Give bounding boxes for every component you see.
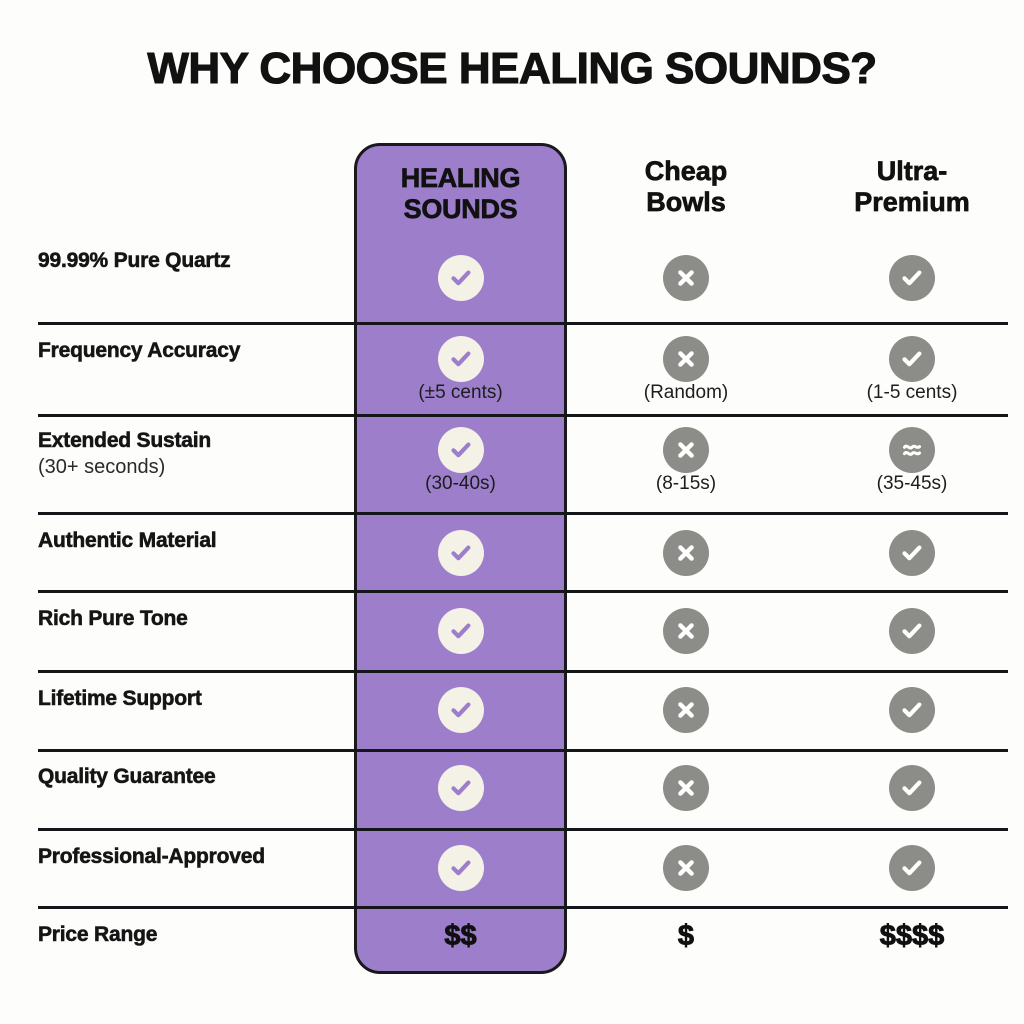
row-divider [38, 322, 1008, 325]
cross-icon [663, 530, 709, 576]
column-header-line2: Premium [854, 186, 970, 217]
check-icon [889, 765, 935, 811]
cell-healing [354, 255, 567, 301]
row-label: Price Range [38, 922, 348, 947]
cell-ultra: (35-45s) [812, 427, 1012, 495]
check-icon [437, 687, 484, 733]
check-icon [437, 530, 484, 576]
check-icon [437, 845, 484, 891]
cell-healing [354, 687, 567, 733]
page-title: WHY CHOOSE HEALING SOUNDS? [147, 43, 878, 93]
row-label: 99.99% Pure Quartz [38, 248, 348, 273]
row-divider [38, 414, 1008, 417]
check-icon [889, 845, 935, 891]
cell-subvalue: (30-40s) [425, 473, 496, 494]
cross-icon [663, 845, 709, 891]
cell-healing [354, 530, 567, 576]
row-label-main: Lifetime Support [38, 687, 202, 711]
cell-ultra [812, 687, 1012, 733]
cell-subvalue: (35-45s) [876, 473, 948, 494]
cross-icon [663, 427, 709, 473]
row-label-main: Price Range [38, 923, 158, 947]
cell-ultra [812, 608, 1012, 654]
check-icon [437, 608, 484, 654]
cell-healing: (30-40s) [354, 427, 567, 495]
row-label: Quality Guarantee [38, 764, 348, 789]
row-label-main: Extended Sustain [38, 429, 212, 453]
row-label-main: Rich Pure Tone [38, 607, 188, 631]
cell-ultra [812, 255, 1012, 301]
cell-ultra [812, 530, 1012, 576]
row-divider [38, 670, 1008, 673]
cell-cheap [586, 530, 786, 576]
check-icon [437, 255, 484, 301]
cell-ultra: $$$$ [812, 920, 1012, 953]
row-divider [38, 590, 1008, 593]
cell-cheap [586, 255, 786, 301]
cell-subvalue: (Random) [643, 382, 729, 403]
row-label-main: 99.99% Pure Quartz [38, 249, 231, 273]
row-divider [38, 749, 1008, 752]
row-label: Rich Pure Tone [38, 606, 348, 631]
column-header-ultra: Ultra- Premium [812, 156, 1012, 217]
cross-icon [663, 765, 709, 811]
cell-ultra: (1-5 cents) [812, 336, 1012, 404]
row-label-main: Quality Guarantee [38, 765, 216, 789]
approx-icon [889, 427, 935, 473]
cross-icon [663, 608, 709, 654]
cross-icon [663, 255, 709, 301]
column-header-healing: HEALING SOUNDS [354, 163, 567, 224]
column-header-line1: Ultra- [876, 156, 948, 187]
cell-cheap [586, 765, 786, 811]
check-icon [889, 608, 935, 654]
cell-cheap: (8-15s) [586, 427, 786, 495]
cell-healing: $$ [354, 920, 567, 953]
row-label: Professional-Approved [38, 844, 348, 869]
check-icon [889, 530, 935, 576]
check-icon [889, 687, 935, 733]
row-label: Extended Sustain (30+ seconds) [38, 428, 348, 480]
cell-subvalue: (±5 cents) [418, 382, 503, 403]
cell-healing [354, 765, 567, 811]
column-header-line2: SOUNDS [403, 193, 518, 224]
cell-healing [354, 845, 567, 891]
row-label: Authentic Material [38, 528, 348, 553]
check-icon [437, 765, 484, 811]
check-icon [889, 336, 935, 382]
cross-icon [663, 687, 709, 733]
cell-cheap [586, 608, 786, 654]
row-label: Frequency Accuracy [38, 338, 348, 363]
cell-cheap [586, 845, 786, 891]
cell-cheap: (Random) [586, 336, 786, 404]
price-value: $ [677, 920, 695, 953]
cell-subvalue: (1-5 cents) [866, 382, 958, 403]
row-label-main: Authentic Material [38, 529, 217, 553]
cell-subvalue: (8-15s) [655, 473, 717, 494]
cell-ultra [812, 845, 1012, 891]
column-header-line2: Bowls [646, 186, 726, 217]
cell-healing: (±5 cents) [354, 336, 567, 404]
cell-cheap: $ [586, 920, 786, 953]
column-header-line1: Cheap [644, 156, 728, 187]
row-divider [38, 906, 1008, 909]
cell-healing [354, 608, 567, 654]
row-label-sub: (30+ seconds) [38, 456, 166, 479]
check-icon [437, 336, 484, 382]
price-value: $$ [444, 920, 477, 953]
cell-ultra [812, 765, 1012, 811]
row-label-main: Professional-Approved [38, 845, 266, 869]
row-label-main: Frequency Accuracy [38, 339, 241, 363]
column-header-line1: HEALING [400, 163, 521, 194]
price-value: $$$$ [879, 920, 945, 953]
check-icon [437, 427, 484, 473]
row-divider [38, 512, 1008, 515]
row-divider [38, 828, 1008, 831]
row-label: Lifetime Support [38, 686, 348, 711]
cell-cheap [586, 687, 786, 733]
column-header-cheap: Cheap Bowls [586, 156, 786, 217]
cross-icon [663, 336, 709, 382]
check-icon [889, 255, 935, 301]
